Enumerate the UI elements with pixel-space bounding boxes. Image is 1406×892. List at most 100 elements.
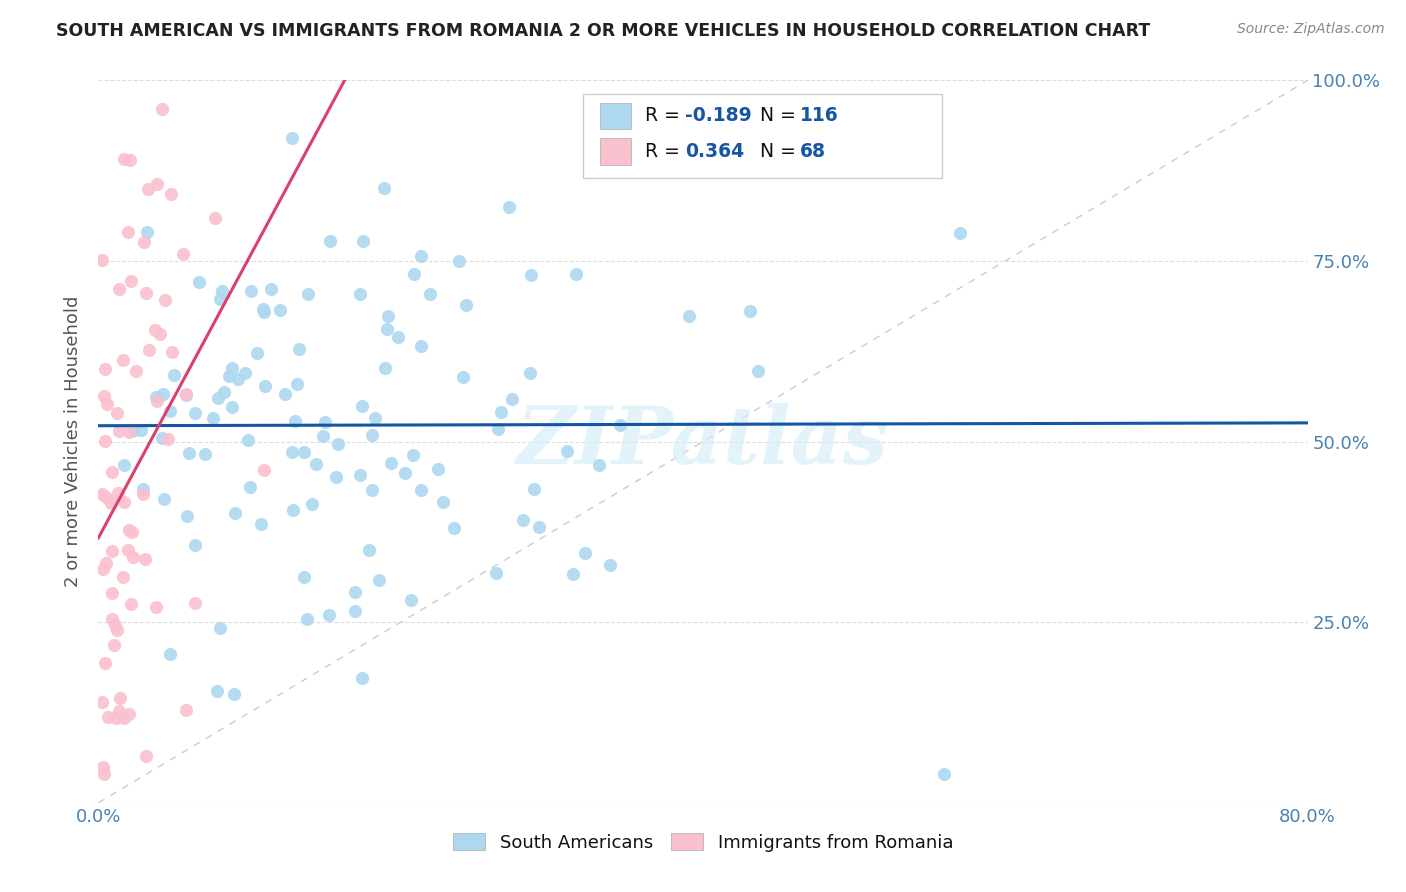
Point	[100, 612, 122, 626]
Text: SOUTH AMERICAN VS IMMIGRANTS FROM ROMANIA 2 OR MORE VEHICLES IN HOUSEHOLD CORREL: SOUTH AMERICAN VS IMMIGRANTS FROM ROMANI…	[56, 22, 1150, 40]
Point	[138, 343, 160, 357]
Point	[221, 361, 243, 376]
Point	[297, 286, 319, 301]
Point	[118, 523, 141, 537]
Point	[443, 521, 465, 535]
Point	[574, 546, 596, 560]
Point	[112, 153, 135, 167]
Point	[561, 567, 583, 582]
Point	[174, 387, 197, 401]
Point	[145, 390, 167, 404]
Text: R =: R =	[645, 142, 686, 161]
Point	[121, 525, 143, 540]
Point	[209, 292, 232, 306]
Point	[122, 549, 145, 564]
Point	[218, 369, 240, 384]
Point	[97, 710, 120, 724]
Point	[124, 423, 146, 437]
Point	[150, 431, 173, 445]
Point	[274, 387, 297, 401]
Point	[112, 458, 135, 472]
Point	[350, 672, 373, 686]
Point	[377, 309, 399, 323]
Point	[177, 446, 200, 460]
Point	[512, 513, 534, 527]
Point	[96, 397, 118, 411]
Point	[150, 102, 173, 116]
Point	[117, 542, 139, 557]
Point	[326, 436, 349, 450]
Point	[747, 364, 769, 378]
Point	[949, 226, 972, 240]
Point	[609, 418, 631, 433]
Point	[260, 282, 283, 296]
Point	[207, 391, 229, 405]
Point	[90, 252, 112, 267]
Point	[108, 424, 131, 438]
Point	[105, 406, 128, 420]
Point	[447, 253, 470, 268]
Text: N =: N =	[748, 106, 801, 126]
Point	[184, 538, 207, 552]
Point	[91, 562, 114, 576]
Point	[565, 268, 588, 282]
Point	[101, 586, 124, 600]
Point	[678, 309, 700, 323]
Point	[160, 187, 183, 202]
Point	[94, 656, 117, 670]
Point	[312, 428, 335, 442]
Point	[555, 443, 578, 458]
Point	[432, 495, 454, 509]
Point	[387, 330, 409, 344]
Point	[93, 767, 115, 781]
Point	[226, 372, 249, 386]
Point	[284, 414, 307, 428]
Point	[134, 552, 156, 566]
Point	[100, 544, 122, 558]
Point	[224, 687, 246, 701]
Point	[152, 386, 174, 401]
Point	[132, 235, 155, 249]
Point	[149, 327, 172, 342]
Point	[112, 711, 135, 725]
Point	[135, 286, 157, 301]
Text: N =: N =	[748, 142, 801, 161]
Point	[402, 448, 425, 462]
Point	[427, 461, 450, 475]
Point	[117, 425, 139, 439]
Point	[176, 508, 198, 523]
Point	[93, 389, 115, 403]
Point	[527, 519, 550, 533]
Point	[120, 274, 142, 288]
Point	[292, 445, 315, 459]
Point	[486, 422, 509, 436]
Point	[212, 385, 235, 400]
Point	[184, 407, 207, 421]
Text: 0.364: 0.364	[685, 142, 744, 161]
Point	[194, 447, 217, 461]
Point	[93, 361, 115, 376]
Point	[91, 759, 114, 773]
Point	[129, 423, 152, 437]
Point	[318, 234, 340, 248]
Point	[360, 428, 382, 442]
Point	[240, 284, 263, 298]
Point	[343, 604, 366, 618]
Point	[498, 200, 520, 214]
Point	[224, 506, 246, 520]
Point	[418, 287, 440, 301]
Text: -0.189: -0.189	[685, 106, 751, 126]
Point	[934, 767, 956, 781]
Point	[352, 234, 374, 248]
Point	[108, 690, 131, 705]
Point	[374, 361, 396, 376]
Point	[163, 368, 186, 383]
Point	[252, 301, 274, 316]
Point	[253, 305, 276, 319]
Point	[108, 282, 131, 296]
Point	[491, 405, 513, 419]
Point	[135, 748, 157, 763]
Point	[187, 275, 209, 289]
Point	[409, 483, 432, 498]
Point	[285, 376, 308, 391]
